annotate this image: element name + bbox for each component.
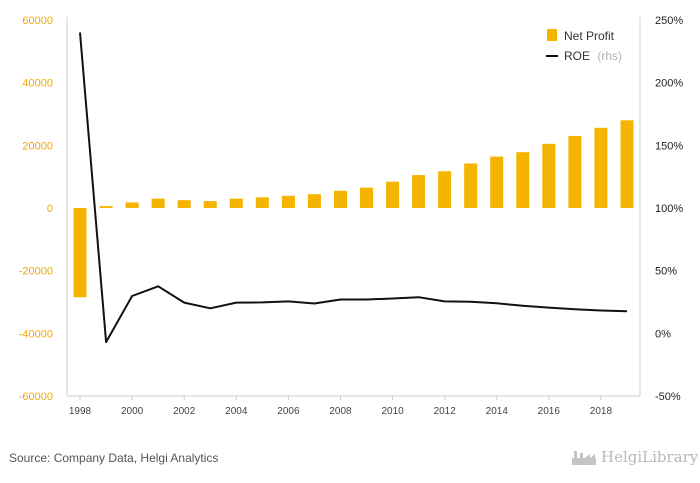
x-axis-ticks: 1998 2000 2002 2004 2006 2008 2010 2012 2014 2016… (69, 396, 613, 417)
factory-icon (572, 451, 596, 465)
helgi-library-logo: HelgiLibrary (571, 448, 698, 466)
bar-net-profit-2008 (334, 190, 347, 208)
logo-text: HelgiLibrary (601, 448, 699, 466)
x-tick-label: 2006 (277, 406, 300, 417)
axes (66, 17, 641, 397)
bar-net-profit-2016 (542, 143, 556, 208)
right-tick-label: -50% (655, 391, 681, 403)
x-tick-label: 2018 (590, 406, 613, 417)
left-tick-label: 20000 (22, 140, 53, 152)
roe-line-series (79, 32, 628, 344)
bar-net-profit-2017 (568, 135, 582, 208)
left-tick-label: 0 (47, 203, 53, 215)
left-tick-label: 60000 (22, 15, 53, 27)
bar-net-profit-2002 (177, 200, 191, 208)
bar-net-profit-2005 (255, 197, 269, 208)
legend-roe-suffix: (rhs) (597, 49, 622, 63)
x-tick-label: 2014 (486, 406, 509, 417)
x-tick-label: 2002 (173, 406, 196, 417)
x-tick-label: 2012 (434, 406, 457, 417)
bar-net-profit-2018 (594, 127, 608, 208)
right-tick-label: 50% (655, 266, 677, 278)
bar-net-profit-2007 (307, 194, 321, 208)
source-note: Source: Company Data, Helgi Analytics (9, 451, 219, 465)
bar-net-profit-2010 (386, 181, 400, 208)
legend: Net Profit ROE (rhs) (546, 29, 622, 63)
bar-net-profit-2009 (360, 187, 373, 208)
x-tick-label: 2008 (329, 406, 352, 417)
x-tick-label: 2004 (225, 406, 248, 417)
x-tick-label: 2010 (381, 406, 404, 417)
legend-roe-name: ROE (564, 49, 590, 63)
bar-net-profit-2013 (464, 163, 478, 208)
left-tick-label: 40000 (22, 78, 53, 90)
right-tick-label: 200% (655, 78, 683, 90)
bar-net-profit-1999 (99, 206, 113, 208)
bar-net-profit-2000 (125, 202, 139, 208)
x-tick-label: 2000 (121, 406, 144, 417)
left-tick-label: -20000 (19, 266, 53, 278)
left-tick-label: -40000 (19, 328, 53, 340)
legend-label-roe: ROE (rhs) (564, 49, 622, 63)
bar-net-profit-2015 (516, 152, 530, 208)
right-tick-label: 0% (655, 328, 671, 340)
right-tick-label: 100% (655, 203, 683, 215)
net-profit-bars (73, 120, 634, 298)
bar-net-profit-2006 (281, 195, 295, 208)
x-tick-label: 1998 (69, 406, 92, 417)
bar-net-profit-2014 (490, 156, 504, 208)
bar-net-profit-2001 (151, 198, 165, 208)
right-axis-ticks: 250% 200% 150% 100% 50% 0% -50% (655, 15, 683, 403)
right-tick-label: 250% (655, 15, 683, 27)
left-axis-ticks: 60000 40000 20000 0 -20000 -40000 -60000 (19, 15, 53, 403)
legend-label-net-profit: Net Profit (564, 29, 615, 43)
roe-line (79, 32, 628, 344)
left-tick-label: -60000 (19, 391, 53, 403)
bar-net-profit-2011 (412, 175, 426, 208)
bar-net-profit-2004 (229, 198, 243, 208)
bar-net-profit-2019 (620, 120, 634, 208)
bar-net-profit-2003 (203, 201, 217, 208)
right-tick-label: 150% (655, 140, 683, 152)
bar-net-profit-2012 (438, 171, 452, 208)
bar-net-profit-1998 (73, 208, 87, 298)
x-tick-label: 2016 (538, 406, 561, 417)
legend-swatch-net-profit (547, 29, 557, 41)
